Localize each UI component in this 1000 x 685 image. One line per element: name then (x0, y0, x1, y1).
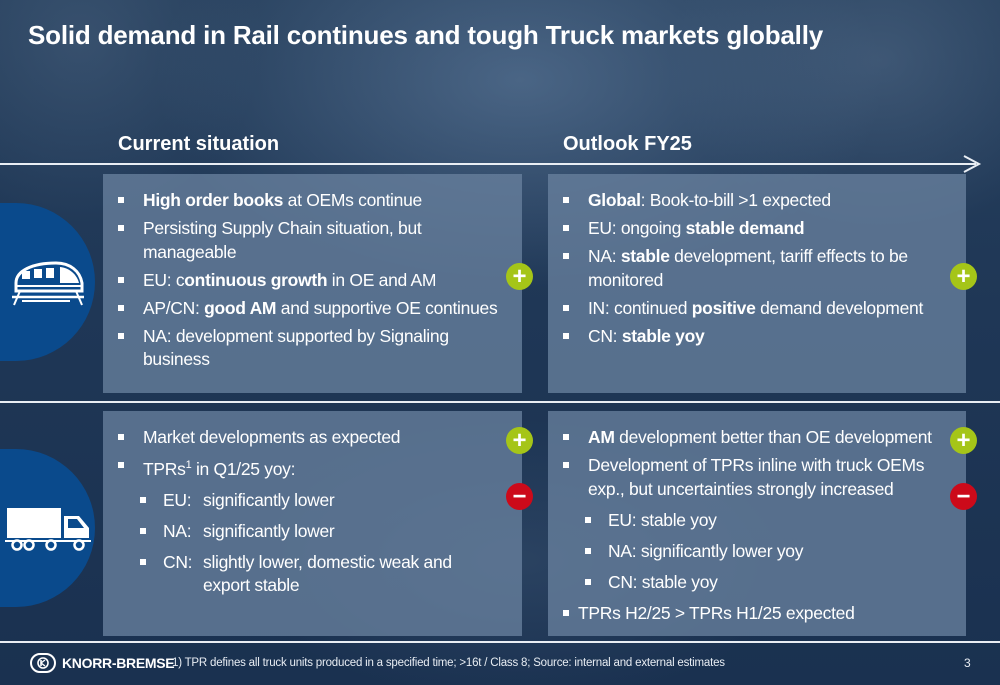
list-item: EU: continuous growth in OE and AM (115, 269, 510, 293)
plus-icon: + (506, 263, 533, 290)
list-item: NA: significantly lower (115, 520, 510, 544)
list-item: EU: ongoing stable demand (560, 217, 935, 241)
plus-icon: + (506, 427, 533, 454)
list-item: CN: slightly lower, domestic weak and exp… (115, 551, 510, 598)
rail-current-list: High order books at OEMs continue Persis… (115, 189, 510, 376)
list-item: CN: stable yoy (560, 325, 935, 349)
list-item: Persisting Supply Chain situation, but m… (115, 217, 510, 264)
list-item: High order books at OEMs continue (115, 189, 510, 213)
truck-current-panel (103, 411, 522, 636)
knorr-bremse-logo-icon (30, 653, 56, 673)
minus-icon: − (950, 483, 977, 510)
list-item: AM development better than OE developmen… (560, 426, 935, 450)
minus-icon: − (506, 483, 533, 510)
list-item: NA: development supported by Signaling b… (115, 325, 510, 372)
truck-current-list: Market developments as expected TPRs1 in… (115, 426, 510, 605)
rail-current-panel (103, 174, 522, 393)
plus-icon: + (950, 263, 977, 290)
list-item: IN: continued positive demand developmen… (560, 297, 935, 321)
list-item: TPRs H2/25 > TPRs H1/25 expected (560, 602, 935, 626)
column-header-outlook: Outlook FY25 (563, 133, 692, 155)
rail-outlook-panel (548, 174, 966, 393)
column-header-current: Current situation (118, 133, 280, 155)
slide-title: Solid demand in Rail continues and tough… (28, 20, 823, 50)
list-item: NA: stable development, tariff effects t… (560, 245, 935, 292)
list-item: EU: stable yoy (560, 509, 935, 533)
list-item: Global: Book-to-bill >1 expected (560, 189, 935, 213)
truck-icon (4, 508, 91, 551)
timeline-arrow-line (0, 163, 976, 165)
list-item: Development of TPRs inline with truck OE… (560, 454, 935, 501)
page-number: 3 (964, 656, 971, 670)
truck-outlook-list: AM development better than OE developmen… (560, 426, 935, 630)
list-item: EU: significantly lower (115, 489, 510, 513)
footnote: 1) TPR defines all truck units produced … (172, 657, 725, 669)
arrow-head-icon (963, 155, 982, 173)
plus-icon: + (950, 427, 977, 454)
footer-separator (0, 641, 1000, 643)
list-item: Market developments as expected (115, 426, 510, 450)
rail-outlook-list: Global: Book-to-bill >1 expected EU: ong… (560, 189, 935, 353)
list-item: CN: stable yoy (560, 571, 935, 595)
row-separator (0, 401, 1000, 403)
truck-outlook-panel (548, 411, 966, 636)
train-icon (11, 261, 84, 306)
list-item: AP/CN: good AM and supportive OE continu… (115, 297, 510, 321)
list-item: NA: significantly lower yoy (560, 540, 935, 564)
list-item: TPRs1 in Q1/25 yoy: (115, 454, 510, 481)
brand-name: KNORR-BREMSE (62, 655, 175, 671)
